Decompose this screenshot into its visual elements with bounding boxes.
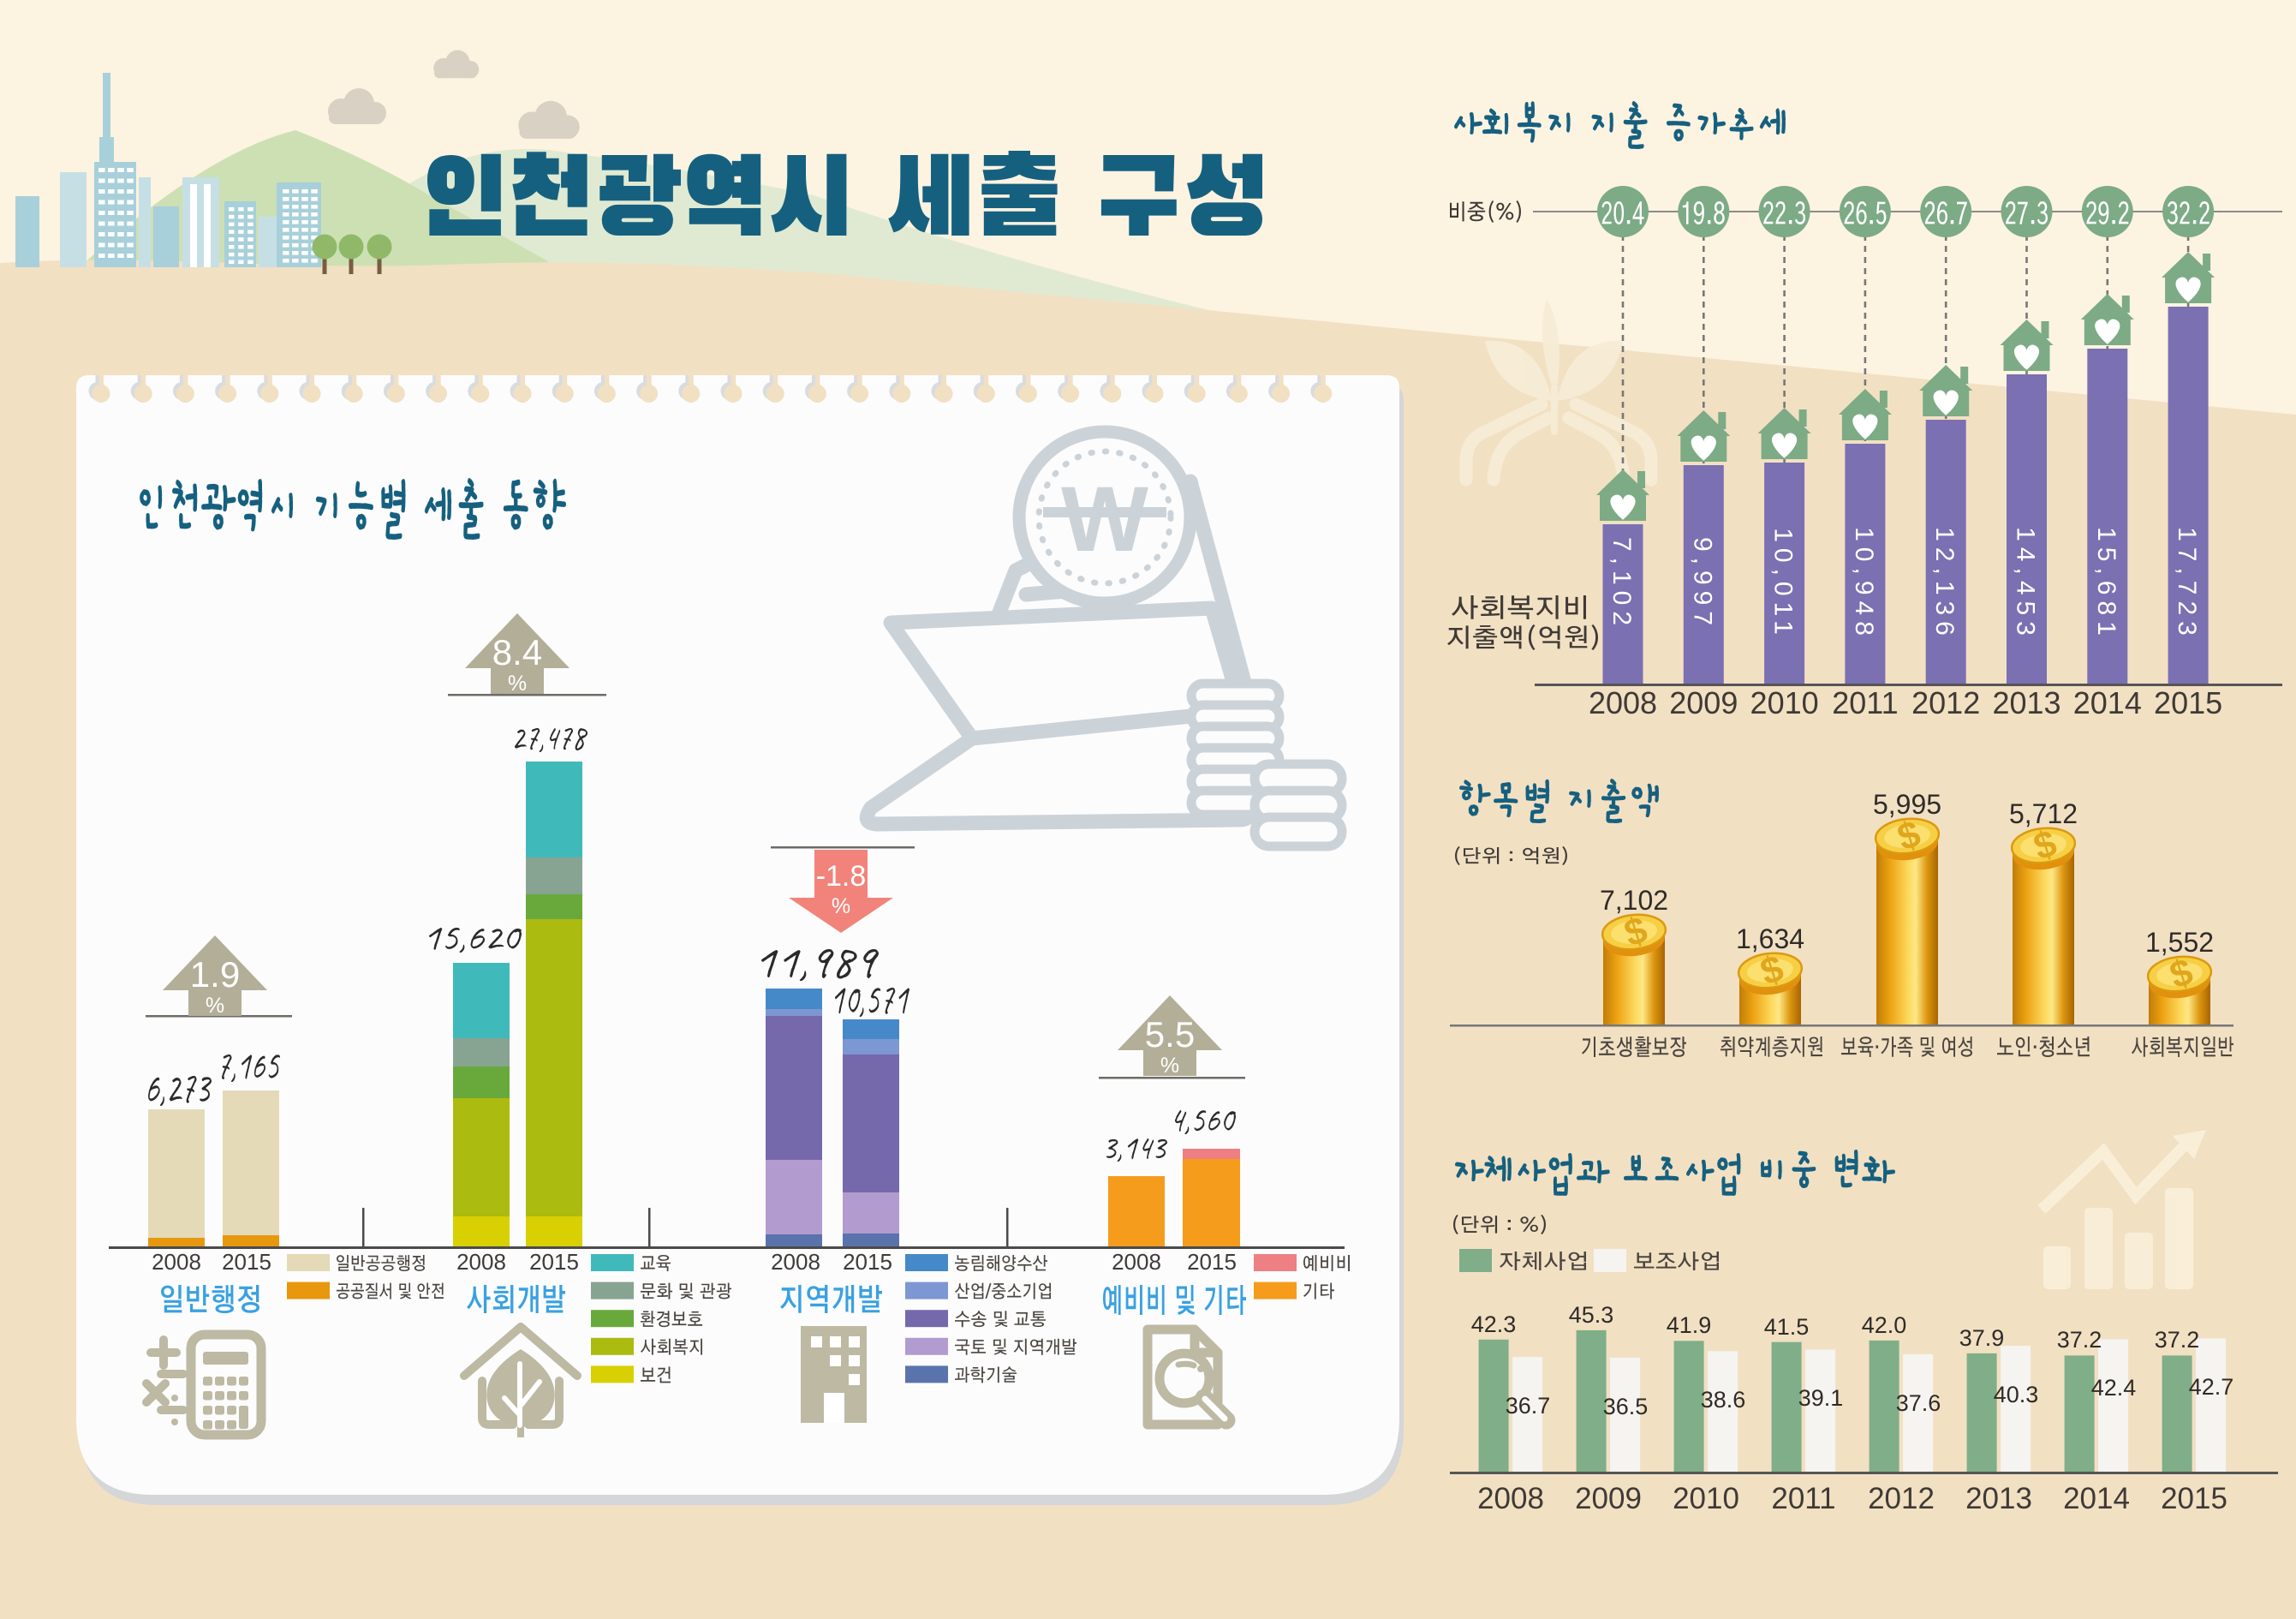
svg-text:41.9: 41.9 (1667, 1312, 1712, 1338)
svg-text:42.3: 42.3 (1471, 1311, 1517, 1337)
svg-text:42.0: 42.0 (1862, 1312, 1907, 1338)
svg-text:2010: 2010 (1673, 1482, 1739, 1515)
svg-text:17,723: 17,723 (2173, 527, 2201, 642)
svg-text:2013: 2013 (1965, 1482, 2032, 1515)
svg-text:%: % (206, 994, 224, 1018)
svg-text:37.9: 37.9 (1959, 1325, 2005, 1351)
svg-text:5.5: 5.5 (1145, 1014, 1195, 1054)
svg-text:9,997: 9,997 (1688, 537, 1716, 631)
svg-text:2008: 2008 (771, 1249, 820, 1275)
svg-text:%: % (1160, 1054, 1179, 1078)
svg-text:W: W (1061, 467, 1148, 571)
svg-text:39.1: 39.1 (1798, 1385, 1844, 1411)
svg-text:2008: 2008 (456, 1249, 506, 1275)
svg-text:2015: 2015 (222, 1249, 271, 1275)
svg-text:42.7: 42.7 (2189, 1374, 2234, 1400)
svg-text:2015: 2015 (1187, 1249, 1237, 1275)
svg-text:2015: 2015 (2154, 685, 2222, 720)
svg-text:2008: 2008 (152, 1249, 201, 1275)
svg-text:2012: 2012 (1911, 685, 1980, 720)
svg-text:2013: 2013 (1992, 685, 2060, 720)
svg-text:41.5: 41.5 (1764, 1314, 1810, 1340)
svg-text:7,102: 7,102 (1600, 885, 1668, 916)
svg-text:2014: 2014 (2073, 685, 2142, 720)
svg-text:15,681: 15,681 (2092, 527, 2120, 642)
svg-text:12,136: 12,136 (1930, 527, 1959, 642)
svg-text:10,948: 10,948 (1850, 527, 1878, 642)
svg-text:14,453: 14,453 (2012, 527, 2040, 642)
svg-text:42.4: 42.4 (2091, 1375, 2137, 1401)
svg-text:2015: 2015 (2161, 1482, 2227, 1515)
svg-text:2009: 2009 (1575, 1482, 1642, 1515)
svg-text:37.2: 37.2 (2155, 1327, 2200, 1353)
svg-text:2008: 2008 (1112, 1249, 1161, 1275)
svg-text:36.7: 36.7 (1506, 1393, 1551, 1419)
svg-text:38.6: 38.6 (1701, 1387, 1746, 1413)
svg-text:2014: 2014 (2063, 1482, 2130, 1515)
svg-text:2010: 2010 (1750, 685, 1819, 720)
svg-text:2011: 2011 (1771, 1482, 1835, 1515)
svg-text:5,995: 5,995 (1873, 789, 1941, 820)
svg-text:-1.8: -1.8 (816, 860, 867, 893)
svg-text:1.9: 1.9 (190, 954, 240, 995)
svg-text:5,712: 5,712 (2009, 798, 2078, 829)
svg-text:2008: 2008 (1477, 1482, 1544, 1515)
svg-text:%: % (508, 672, 527, 696)
svg-text:45.3: 45.3 (1569, 1302, 1614, 1328)
svg-text:1,634: 1,634 (1736, 923, 1804, 954)
svg-text:37.2: 37.2 (2057, 1327, 2102, 1353)
svg-text:2015: 2015 (843, 1249, 892, 1275)
svg-text:2015: 2015 (529, 1249, 579, 1275)
svg-text:8.4: 8.4 (492, 632, 542, 672)
svg-text:10,011: 10,011 (1769, 528, 1798, 641)
svg-text:1,552: 1,552 (2145, 927, 2214, 958)
svg-text:2011: 2011 (1832, 685, 1898, 720)
svg-text:37.6: 37.6 (1896, 1390, 1941, 1416)
svg-text:%: % (832, 894, 850, 918)
svg-text:2008: 2008 (1589, 685, 1657, 720)
svg-text:2009: 2009 (1669, 685, 1738, 720)
svg-text:36.5: 36.5 (1603, 1394, 1649, 1419)
svg-text:7,102: 7,102 (1607, 537, 1636, 631)
svg-text:40.3: 40.3 (1994, 1382, 2039, 1407)
svg-text:2012: 2012 (1868, 1482, 1935, 1515)
